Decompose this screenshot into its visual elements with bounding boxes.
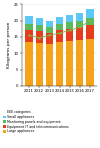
Bar: [46, 33, 53, 44]
Bar: [86, 18, 94, 25]
Bar: [66, 41, 73, 86]
Bar: [66, 22, 73, 29]
Bar: [56, 42, 63, 86]
Bar: [56, 30, 63, 42]
Bar: [25, 24, 32, 29]
Bar: [56, 24, 63, 30]
Bar: [36, 31, 43, 43]
Bar: [76, 13, 83, 21]
Bar: [36, 43, 43, 86]
Bar: [46, 27, 53, 33]
Legend: EEE categories, Small appliances, Monitoring panels and equipment, Equipment IT : EEE categories, Small appliances, Monito…: [3, 110, 69, 133]
Bar: [86, 25, 94, 39]
Bar: [76, 40, 83, 86]
Bar: [36, 25, 43, 31]
Bar: [86, 9, 94, 18]
Bar: [76, 21, 83, 27]
Y-axis label: Kilograms per person: Kilograms per person: [7, 22, 11, 68]
Bar: [46, 21, 53, 27]
Bar: [66, 15, 73, 22]
Bar: [76, 27, 83, 40]
Bar: [56, 17, 63, 24]
Bar: [36, 18, 43, 25]
Bar: [25, 29, 32, 42]
Bar: [86, 39, 94, 86]
Bar: [66, 29, 73, 41]
Bar: [25, 16, 32, 24]
Bar: [46, 44, 53, 86]
Bar: [25, 42, 32, 86]
